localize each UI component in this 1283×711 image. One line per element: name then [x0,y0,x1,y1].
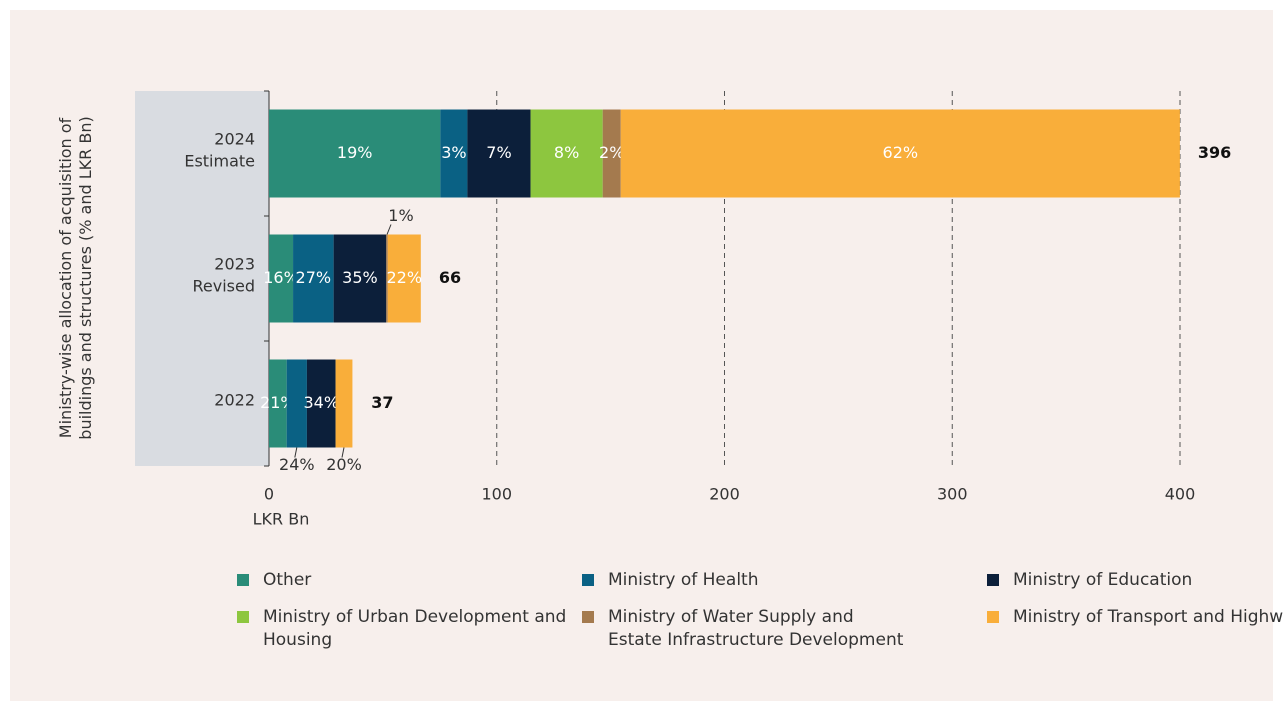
x-tick-label: 0 [264,485,274,504]
value-label: 35% [342,268,378,287]
x-tick-label: 100 [481,485,512,504]
bar-segment [269,359,287,448]
y-axis-label: Ministry-wise allocation of acquisition … [56,116,95,439]
legend-label: Ministry of Urban Development and Housin… [263,607,567,650]
total-label: 396 [1198,143,1231,162]
bar-segment [333,234,387,323]
value-label: 2% [599,143,624,162]
category-label: 2023 Revised [193,254,256,295]
value-label: 22% [387,268,423,287]
legend-label: Other [263,570,312,590]
legend-item: Ministry of Urban Development and Housin… [237,606,567,652]
category-label-line: Revised [193,276,256,295]
bar-segment [386,234,388,323]
value-label: 62% [883,143,919,162]
legend-swatch [237,611,249,623]
x-tick-label: 400 [1165,485,1196,504]
bar-segment [269,109,441,198]
category-label-line: 2022 [214,390,255,409]
total-label: 66 [439,268,461,287]
category-label-line: Estimate [184,151,255,170]
value-label: 24% [279,455,315,474]
value-label: 34% [303,393,339,412]
x-tick-label: 300 [937,485,968,504]
y-axis-label-line: Ministry-wise allocation of acquisition … [56,117,75,438]
category-label: 2024 Estimate [184,129,255,170]
value-label: 8% [554,143,579,162]
legend-item: Ministry of Education [987,569,1283,592]
total-label: 37 [371,393,393,412]
bar-segment [293,234,334,323]
category-band [135,91,269,466]
legend-swatch [987,611,999,623]
value-label: 20% [326,455,362,474]
legend-item: Ministry of Health [582,569,912,592]
legend-label: Ministry of Education [1013,570,1193,590]
bar-segment [306,359,336,448]
legend-swatch [582,611,594,623]
bar-segment [335,359,353,448]
legend-item: Ministry of Transport and Highways [987,606,1283,629]
legend-item: Ministry of Water Supply and Estate Infr… [582,606,912,652]
bar-segment [467,109,531,198]
legend-swatch [237,574,249,586]
value-label: 3% [441,143,466,162]
legend-label: Ministry of Transport and Highways [1013,607,1283,627]
value-label: 19% [337,143,373,162]
legend-swatch [582,574,594,586]
bar-segment [620,109,1180,198]
value-label: 7% [486,143,511,162]
x-axis-label: LKR Bn [253,510,310,529]
legend-item: Other [237,569,567,592]
category-label-line: 2023 [214,254,255,273]
label-leader [386,224,392,235]
x-tick-label: 200 [709,485,740,504]
bar-segment [602,109,621,198]
legend-swatch [987,574,999,586]
y-axis-label-line: buildings and structures (% and LKR Bn) [76,116,95,439]
bar-segment [286,359,307,448]
bar-segment [530,109,603,198]
legend-label: Ministry of Health [608,570,759,590]
label-leader [294,447,298,458]
category-label: 2022 [214,390,255,409]
value-label: 27% [296,268,332,287]
label-leader [341,447,345,458]
category-label-line: 2024 [214,129,255,148]
value-label: 16% [263,268,299,287]
bar-segment [387,234,421,323]
value-label: 1% [388,206,413,225]
bar-segment [269,234,294,323]
bar-segment [440,109,468,198]
legend-label: Ministry of Water Supply and Estate Infr… [608,607,904,650]
